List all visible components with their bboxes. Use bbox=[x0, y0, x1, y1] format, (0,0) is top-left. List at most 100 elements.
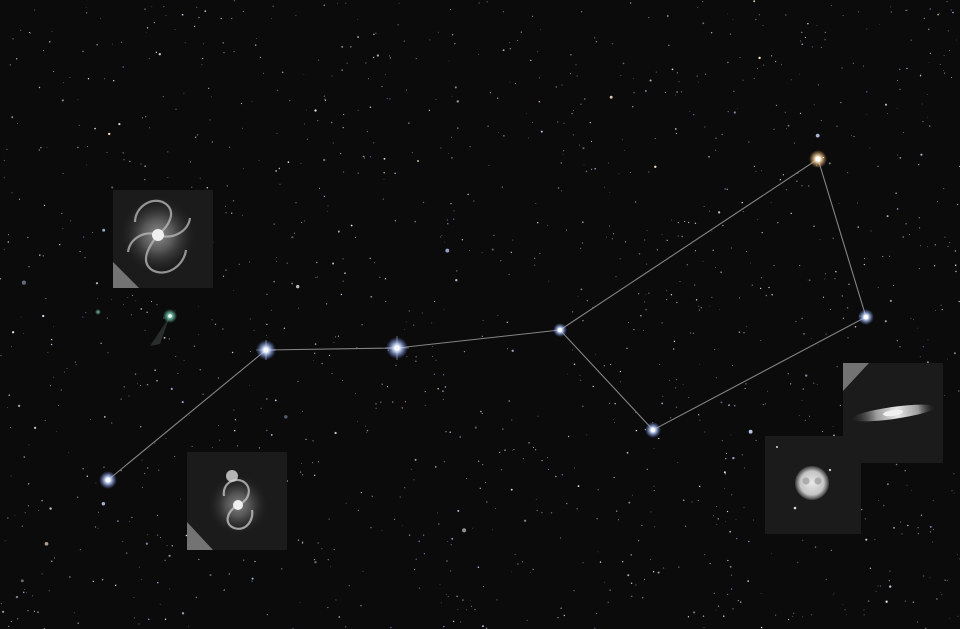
background-star bbox=[381, 383, 383, 385]
background-star bbox=[535, 203, 537, 204]
background-star bbox=[929, 525, 932, 528]
background-star bbox=[712, 249, 714, 251]
background-star bbox=[224, 588, 225, 590]
background-star bbox=[211, 446, 213, 448]
background-star bbox=[579, 144, 580, 146]
background-star bbox=[6, 148, 8, 151]
background-star bbox=[622, 561, 624, 563]
background-star bbox=[341, 45, 344, 48]
background-star bbox=[569, 73, 572, 75]
background-star bbox=[343, 113, 345, 115]
background-star bbox=[634, 201, 637, 203]
background-star bbox=[414, 569, 416, 571]
background-star bbox=[167, 151, 169, 153]
background-star bbox=[905, 223, 907, 225]
background-star bbox=[104, 78, 105, 80]
background-star bbox=[691, 501, 693, 503]
background-star bbox=[11, 331, 15, 334]
background-star bbox=[840, 102, 842, 104]
background-star bbox=[92, 231, 94, 234]
background-star bbox=[713, 515, 714, 517]
background-star bbox=[451, 157, 453, 159]
background-star bbox=[711, 230, 713, 232]
background-star bbox=[684, 220, 686, 223]
background-star bbox=[337, 335, 339, 337]
pinwheel-inset-corner-mark bbox=[113, 262, 139, 288]
background-star bbox=[678, 566, 680, 568]
background-star bbox=[369, 156, 371, 158]
background-star bbox=[652, 571, 655, 573]
background-star bbox=[254, 560, 256, 563]
background-star bbox=[724, 188, 726, 190]
background-star bbox=[314, 474, 316, 476]
background-star bbox=[303, 220, 306, 222]
background-star bbox=[86, 12, 88, 14]
background-star bbox=[896, 208, 899, 210]
background-star bbox=[335, 336, 336, 338]
background-star bbox=[688, 397, 690, 399]
background-star bbox=[906, 9, 908, 11]
background-star bbox=[547, 468, 549, 470]
background-star bbox=[278, 167, 280, 170]
background-star bbox=[10, 475, 12, 477]
background-star bbox=[514, 553, 516, 555]
background-star bbox=[317, 276, 319, 278]
background-star bbox=[955, 270, 957, 273]
background-star bbox=[451, 537, 454, 540]
background-star bbox=[0, 603, 2, 605]
background-star bbox=[346, 62, 348, 64]
background-star bbox=[716, 506, 718, 508]
background-star bbox=[535, 498, 537, 500]
background-star bbox=[954, 264, 957, 266]
background-star bbox=[274, 399, 277, 402]
background-star bbox=[530, 59, 532, 62]
background-star bbox=[94, 127, 96, 130]
background-star bbox=[741, 454, 744, 456]
background-star bbox=[144, 329, 146, 332]
background-star bbox=[271, 18, 273, 19]
background-star bbox=[184, 42, 186, 44]
background-star bbox=[78, 124, 80, 126]
background-star bbox=[300, 163, 302, 165]
background-star bbox=[14, 514, 16, 516]
background-star bbox=[822, 431, 824, 432]
background-star bbox=[648, 17, 650, 19]
background-star bbox=[108, 132, 111, 136]
background-star bbox=[630, 554, 632, 556]
background-star bbox=[863, 609, 865, 611]
background-star bbox=[106, 317, 108, 319]
background-star bbox=[366, 429, 369, 432]
background-star bbox=[842, 317, 845, 319]
background-star bbox=[727, 111, 729, 113]
background-star bbox=[92, 580, 94, 583]
background-star bbox=[563, 614, 566, 617]
background-star bbox=[26, 592, 28, 594]
background-star bbox=[895, 463, 898, 466]
background-star bbox=[631, 595, 633, 597]
background-star bbox=[51, 30, 53, 32]
background-star bbox=[928, 28, 930, 30]
background-star bbox=[325, 303, 328, 305]
background-star bbox=[10, 620, 12, 623]
background-star bbox=[354, 236, 357, 238]
background-star bbox=[327, 607, 329, 609]
background-star bbox=[577, 295, 579, 297]
background-star bbox=[637, 540, 640, 542]
background-star bbox=[457, 509, 460, 512]
background-star bbox=[669, 417, 672, 419]
background-star bbox=[276, 89, 279, 92]
background-star bbox=[751, 284, 753, 286]
background-star bbox=[125, 552, 128, 554]
background-star bbox=[561, 84, 563, 86]
background-star bbox=[631, 105, 634, 108]
background-star bbox=[753, 0, 756, 3]
background-star bbox=[390, 627, 392, 629]
background-star bbox=[832, 237, 834, 240]
background-star bbox=[479, 487, 482, 490]
background-star bbox=[932, 500, 934, 501]
background-star bbox=[324, 98, 326, 100]
background-star bbox=[760, 593, 762, 594]
background-star bbox=[461, 599, 464, 602]
background-star bbox=[726, 593, 729, 596]
background-star bbox=[183, 359, 185, 361]
